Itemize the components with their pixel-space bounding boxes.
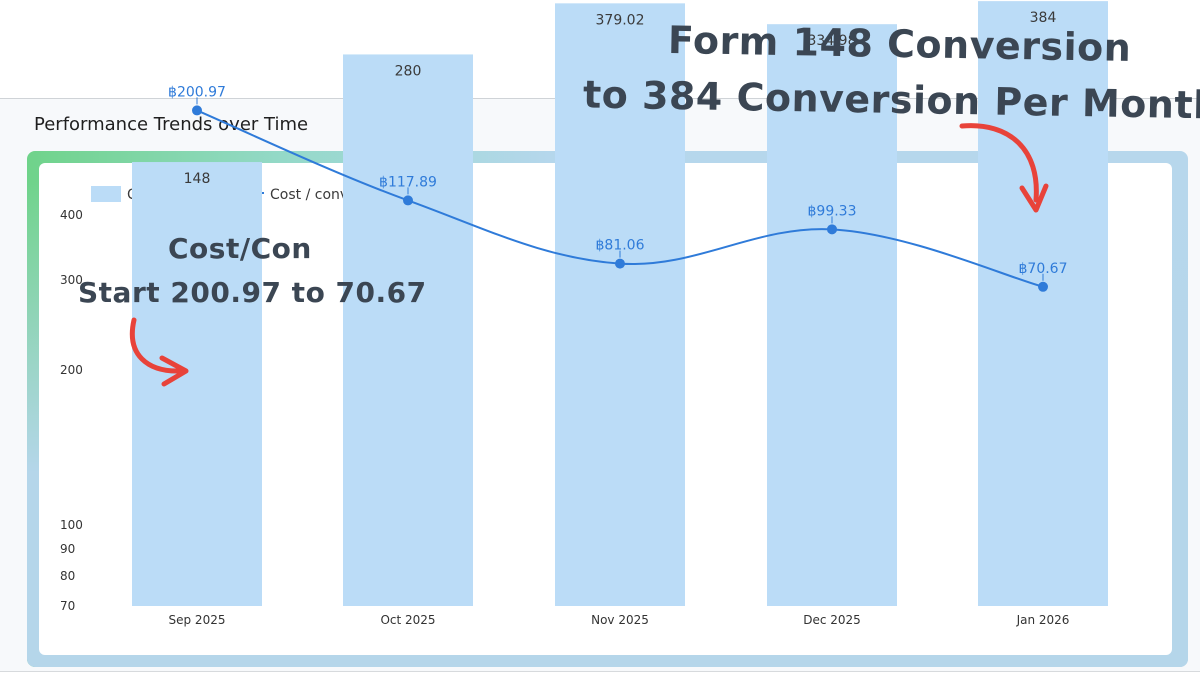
legend-swatch-conversions	[91, 186, 121, 202]
cost-data-label: ฿70.67	[1019, 261, 1068, 277]
x-tick-label: Nov 2025	[591, 613, 649, 627]
legend-label-cost: Cost / conv.	[270, 187, 352, 203]
divider	[0, 671, 1200, 672]
x-tick-label: Sep 2025	[169, 613, 226, 627]
bar-data-label: 148	[184, 171, 211, 187]
bar	[343, 54, 473, 606]
bar	[978, 1, 1108, 606]
x-axis: Sep 2025 Oct 2025 Nov 2025 Dec 2025 Jan 2026	[169, 613, 1070, 627]
annotation-text: Start 200.97 to 70.67	[78, 276, 427, 309]
bar-data-label: 379.02	[596, 12, 645, 28]
cost-point	[827, 224, 837, 235]
cost-point	[403, 195, 413, 206]
cost-point	[1038, 281, 1048, 292]
y-tick-label: 100	[60, 518, 83, 532]
cost-point	[192, 105, 202, 116]
bar	[132, 162, 262, 606]
annotation-arrowhead	[159, 355, 189, 387]
y-tick-label: 400	[60, 208, 83, 222]
bar-data-label: 384	[1030, 10, 1057, 26]
cost-data-label: ฿99.33	[808, 203, 857, 219]
y-axis: 70 80 90 100 200 300 400	[60, 208, 83, 613]
conversions-bars: 148 280 379.02 334.98 384	[132, 1, 1108, 606]
cost-data-label: ฿81.06	[596, 238, 645, 254]
bar-data-label: 280	[395, 63, 422, 79]
bar	[555, 3, 685, 606]
annotation-arrow	[129, 317, 183, 374]
x-tick-label: Oct 2025	[380, 613, 435, 627]
annotation-text: Form 148 Conversion	[667, 17, 1132, 71]
bar	[767, 24, 897, 606]
x-tick-label: Dec 2025	[803, 613, 861, 627]
cost-per-conversion-line: ฿200.97 ฿117.89 ฿81.06 ฿99.33 ฿70.67	[168, 84, 1068, 292]
annotation-arrows	[129, 123, 1049, 387]
y-tick-label: 70	[60, 599, 75, 613]
y-tick-label: 200	[60, 363, 83, 377]
y-tick-label: 90	[60, 542, 75, 556]
annotation-text: Cost/Con	[168, 232, 312, 265]
cost-point	[615, 258, 625, 269]
bar-data-label: 334.98	[808, 33, 857, 49]
x-tick-label: Jan 2026	[1016, 613, 1070, 627]
cost-data-label: ฿117.89	[379, 174, 437, 190]
annotation-arrowhead	[1019, 183, 1049, 213]
cost-data-label: ฿200.97	[168, 84, 226, 100]
y-tick-label: 80	[60, 569, 75, 583]
y-tick-label: 300	[60, 273, 83, 287]
annotation-arrow	[959, 123, 1039, 203]
